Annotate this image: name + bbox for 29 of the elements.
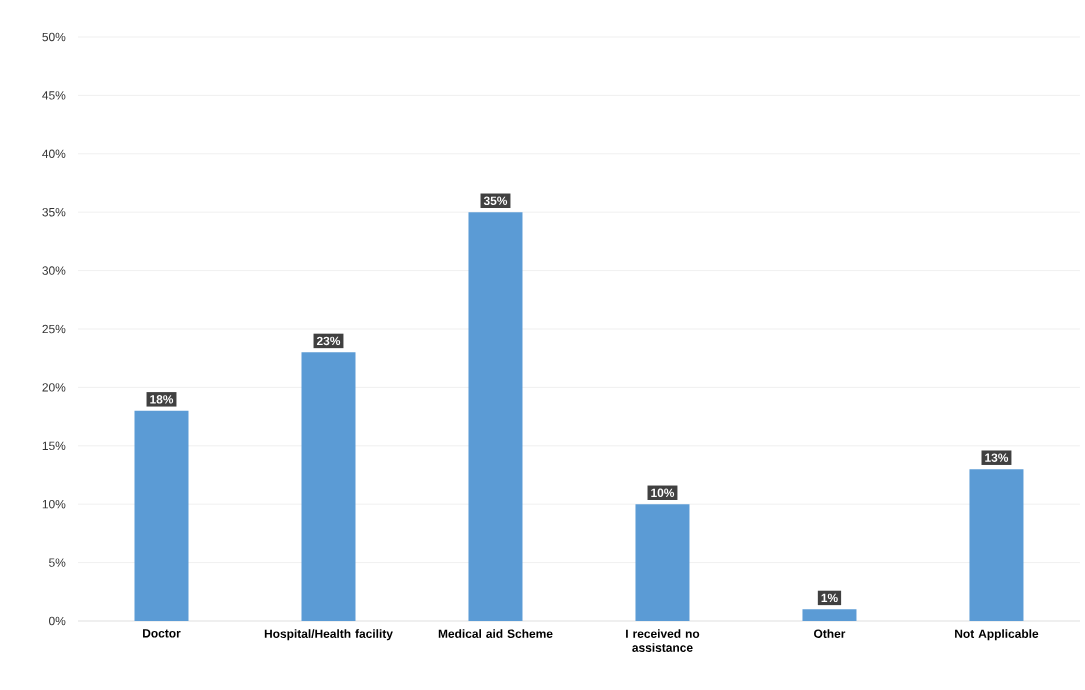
y-tick-label: 45% bbox=[42, 91, 66, 100]
data-label: 23% bbox=[316, 336, 341, 346]
y-tick-label: 5% bbox=[49, 558, 66, 567]
data-label: 13% bbox=[985, 453, 1009, 462]
data-label: 35% bbox=[483, 196, 508, 205]
bar bbox=[635, 504, 690, 621]
data-label: 10% bbox=[651, 488, 675, 497]
x-tick-label: I received no assistance bbox=[626, 629, 700, 652]
y-tick-label: 25% bbox=[42, 324, 66, 334]
x-tick-label: Doctor bbox=[143, 629, 181, 638]
y-tick-label: 50% bbox=[42, 32, 66, 42]
y-tick-label: 20% bbox=[42, 383, 66, 392]
y-tick-label: 15% bbox=[42, 441, 66, 450]
data-label: 18% bbox=[150, 395, 174, 404]
x-tick-label: Other bbox=[814, 629, 846, 638]
bar bbox=[134, 410, 189, 621]
data-label: 1% bbox=[821, 593, 838, 603]
y-tick-label: 35% bbox=[42, 207, 66, 217]
bar bbox=[468, 212, 523, 621]
y-tick-label: 0% bbox=[49, 616, 66, 626]
bar bbox=[802, 609, 857, 621]
x-tick-label: Hospital/Health facility bbox=[264, 629, 393, 641]
y-tick-label: 10% bbox=[42, 499, 66, 509]
y-tick-label: 30% bbox=[42, 266, 66, 275]
bar bbox=[301, 352, 356, 621]
bar bbox=[969, 469, 1024, 621]
x-tick-label: Medical aid Scheme bbox=[438, 629, 553, 638]
y-tick-label: 40% bbox=[42, 149, 66, 159]
x-tick-label: Not Applicable bbox=[955, 629, 1039, 641]
